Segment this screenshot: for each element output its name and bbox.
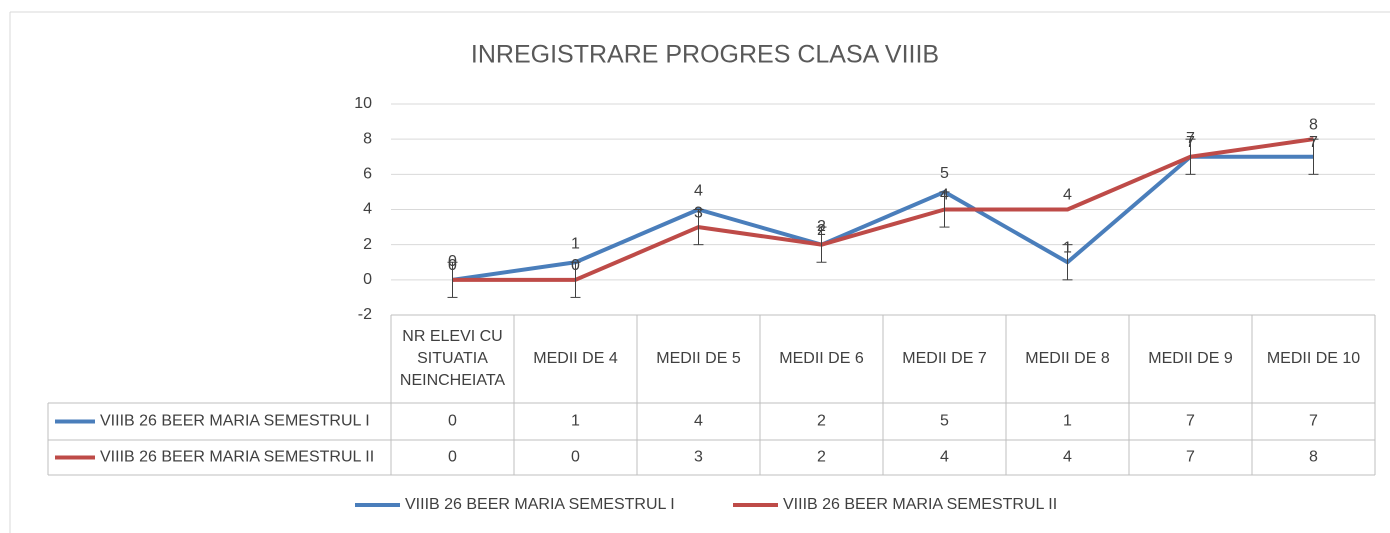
data-label: 0	[448, 253, 457, 270]
y-tick-label: 2	[363, 236, 372, 253]
y-tick-label: 4	[363, 201, 372, 218]
category-label: MEDII DE 10	[1267, 350, 1360, 367]
legend-label: VIIIB 26 BEER MARIA SEMESTRUL II	[783, 496, 1057, 513]
data-label: 1	[1063, 239, 1072, 256]
y-tick-label: -2	[358, 306, 372, 323]
table-value: 2	[817, 413, 826, 430]
table-value: 3	[694, 449, 703, 466]
table-value: 5	[940, 413, 949, 430]
error-bar	[447, 261, 458, 298]
category-label: MEDII DE 7	[902, 350, 987, 367]
data-label: 0	[571, 257, 580, 274]
category-label: MEDII DE 8	[1025, 350, 1110, 367]
data-label: 1	[571, 235, 580, 252]
error-bar	[1308, 138, 1319, 175]
y-tick-label: 0	[363, 271, 372, 288]
chart-title: INREGISTRARE PROGRES CLASA VIIIB	[471, 41, 939, 69]
table-series-name: VIIIB 26 BEER MARIA SEMESTRUL I	[100, 413, 370, 430]
error-bar	[939, 191, 950, 228]
data-label: 7	[1309, 134, 1318, 151]
table-value: 8	[1309, 449, 1318, 466]
series-line	[452, 154, 1314, 282]
table-value: 0	[448, 449, 457, 466]
error-bar	[1185, 138, 1196, 175]
data-label: 2	[817, 218, 826, 235]
data-label: 7	[1186, 134, 1195, 151]
data-label: 4	[940, 187, 949, 204]
table-value: 7	[1186, 449, 1195, 466]
table-value: 4	[1063, 449, 1072, 466]
table-value: 7	[1309, 413, 1318, 430]
category-label: MEDII DE 6	[779, 350, 864, 367]
y-tick-label: 8	[363, 130, 372, 147]
category-label: MEDII DE 9	[1148, 350, 1233, 367]
error-bar	[693, 209, 704, 246]
legend-label: VIIIB 26 BEER MARIA SEMESTRUL I	[405, 496, 675, 513]
table-value: 0	[448, 413, 457, 430]
table-value: 1	[1063, 413, 1072, 430]
y-tick-label: 6	[363, 166, 372, 183]
table-value: 4	[694, 413, 703, 430]
data-label: 4	[694, 183, 703, 200]
series-line	[452, 137, 1314, 282]
table-value: 0	[571, 449, 580, 466]
data-label: 2	[817, 222, 826, 239]
y-tick-label: 10	[354, 95, 372, 112]
data-label: 0	[448, 257, 457, 274]
table-value: 4	[940, 449, 949, 466]
data-label: 4	[1063, 187, 1072, 204]
data-label: 5	[940, 165, 949, 182]
category-label: MEDII DE 4	[533, 350, 618, 367]
error-bar	[816, 226, 827, 263]
data-label: 8	[1309, 116, 1318, 133]
category-label: MEDII DE 5	[656, 350, 741, 367]
error-bar	[570, 261, 581, 298]
data-label: 3	[694, 204, 703, 221]
table-value: 1	[571, 413, 580, 430]
table-value: 2	[817, 449, 826, 466]
error-bar	[1062, 244, 1073, 281]
category-label: NR ELEVI CU SITUATIA NEINCHEIATA	[400, 328, 506, 389]
table-value: 7	[1186, 413, 1195, 430]
table-series-name: VIIIB 26 BEER MARIA SEMESTRUL II	[100, 449, 374, 466]
data-label: 7	[1186, 130, 1195, 147]
